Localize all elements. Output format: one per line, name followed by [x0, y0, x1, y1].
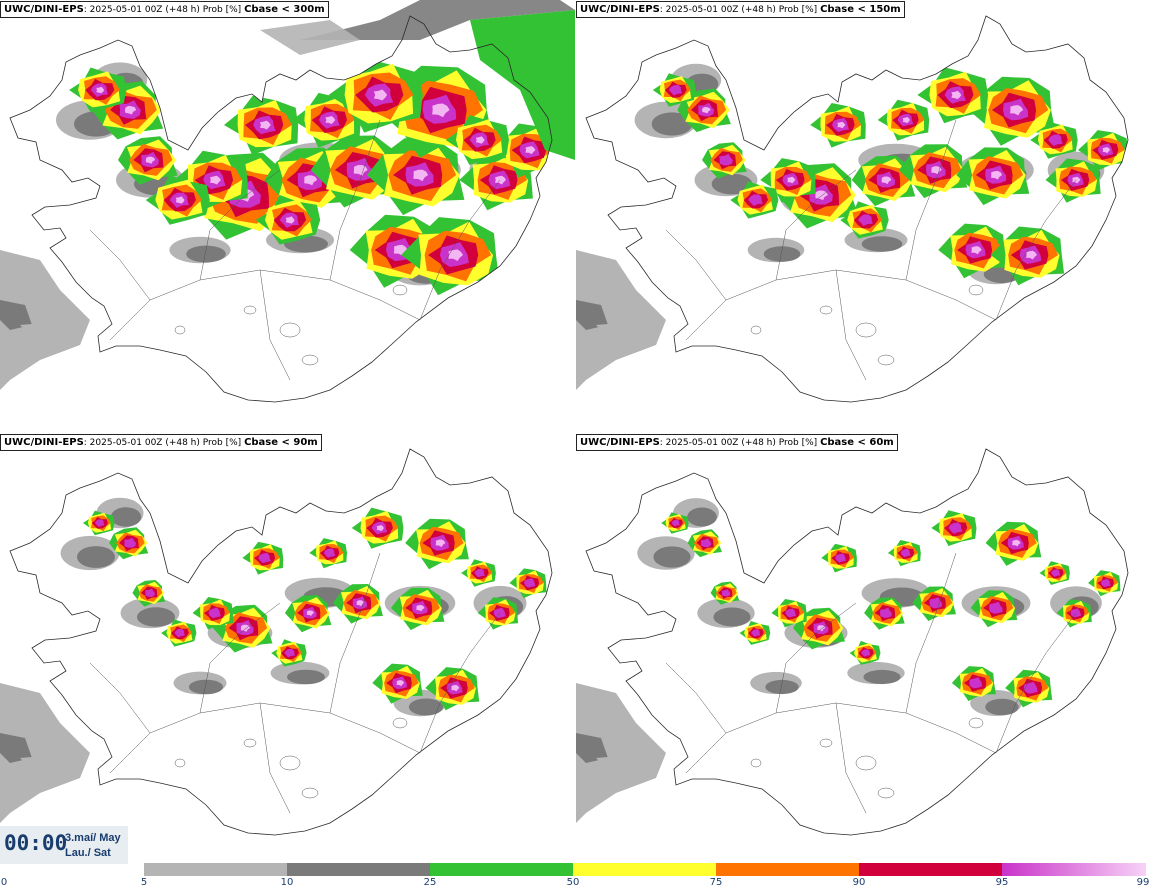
sea-cloud-area: [0, 250, 90, 390]
sea-cloud-area: [576, 250, 666, 390]
probability-field: [634, 63, 1128, 286]
model-label: UWC/DINI-EPS: [580, 437, 660, 448]
run-label: 2025-05-01 00Z (+48 h) Prob [%]: [89, 5, 242, 15]
model-label: UWC/DINI-EPS: [580, 4, 660, 15]
map-panel-cbase-300m: UWC/DINI-EPS: 2025-05-01 00Z (+48 h) Pro…: [0, 0, 575, 432]
legend-tick-label: 99: [1136, 877, 1150, 888]
sea-cloud-area: [576, 683, 666, 823]
legend-tick-label: 25: [423, 877, 437, 888]
panel-title: UWC/DINI-EPS: 2025-05-01 00Z (+48 h) Pro…: [0, 434, 322, 451]
legend-colorbar: [144, 863, 1146, 876]
probability-field: [637, 498, 1121, 716]
valid-day: Lau./ Sat: [65, 847, 111, 859]
iceland-map: [576, 15, 1129, 403]
variable-label: Cbase < 300m: [244, 4, 325, 15]
region-boundaries: [665, 552, 1077, 814]
iceland-land: [10, 449, 552, 835]
legend-tick-label: 5: [140, 877, 148, 888]
coastline: [9, 448, 553, 836]
region-boundaries: [665, 119, 1077, 381]
legend-tick-label: 10: [280, 877, 294, 888]
iceland-map: [576, 448, 1129, 836]
legend-swatch: [287, 863, 431, 876]
iceland-map: [0, 0, 575, 403]
run-label: 2025-05-01 00Z (+48 h) Prob [%]: [665, 5, 818, 15]
run-label: 2025-05-01 00Z (+48 h) Prob [%]: [89, 438, 242, 448]
iceland-map: [0, 448, 553, 836]
model-label: UWC/DINI-EPS: [4, 4, 84, 15]
coastline: [585, 15, 1129, 403]
iceland-land: [586, 449, 1128, 835]
probability-legend: 0 5 10 25 50 75 90 95 99: [0, 862, 1150, 891]
map-panel-cbase-90m: UWC/DINI-EPS: 2025-05-01 00Z (+48 h) Pro…: [0, 433, 575, 865]
legend-swatch: [1002, 863, 1146, 876]
variable-label: Cbase < 90m: [244, 437, 318, 448]
valid-date: 3.maí/ May: [65, 832, 121, 844]
legend-swatch: [430, 863, 574, 876]
probability-field: [60, 497, 547, 717]
legend-tick-label: 90: [852, 877, 866, 888]
legend-swatch: [573, 863, 717, 876]
panel-title: UWC/DINI-EPS: 2025-05-01 00Z (+48 h) Pro…: [576, 1, 905, 18]
panel-title: UWC/DINI-EPS: 2025-05-01 00Z (+48 h) Pro…: [0, 1, 329, 18]
north-cloud-area: [300, 0, 575, 40]
legend-swatch: [859, 863, 1003, 876]
variable-label: Cbase < 150m: [820, 4, 901, 15]
valid-time-box: 00:00 3.maí/ May Lau./ Sat: [0, 826, 128, 864]
legend-swatch: [144, 863, 288, 876]
legend-tick-label: 50: [566, 877, 580, 888]
region-boundaries: [89, 119, 501, 381]
model-label: UWC/DINI-EPS: [4, 437, 84, 448]
map-panel-cbase-60m: UWC/DINI-EPS: 2025-05-01 00Z (+48 h) Pro…: [576, 433, 1150, 865]
legend-swatch: [716, 863, 860, 876]
legend-tick-label: 75: [709, 877, 723, 888]
legend-tick-label: 95: [995, 877, 1009, 888]
legend-tick-label: 0: [0, 877, 8, 888]
coastline: [9, 15, 553, 403]
sea-cloud-area: [0, 683, 90, 823]
coastline: [585, 448, 1129, 836]
valid-time: 00:00: [4, 831, 68, 855]
panel-title: UWC/DINI-EPS: 2025-05-01 00Z (+48 h) Pro…: [576, 434, 898, 451]
run-label: 2025-05-01 00Z (+48 h) Prob [%]: [665, 438, 818, 448]
region-boundaries: [89, 552, 501, 814]
map-panel-cbase-150m: UWC/DINI-EPS: 2025-05-01 00Z (+48 h) Pro…: [576, 0, 1150, 432]
variable-label: Cbase < 60m: [820, 437, 894, 448]
